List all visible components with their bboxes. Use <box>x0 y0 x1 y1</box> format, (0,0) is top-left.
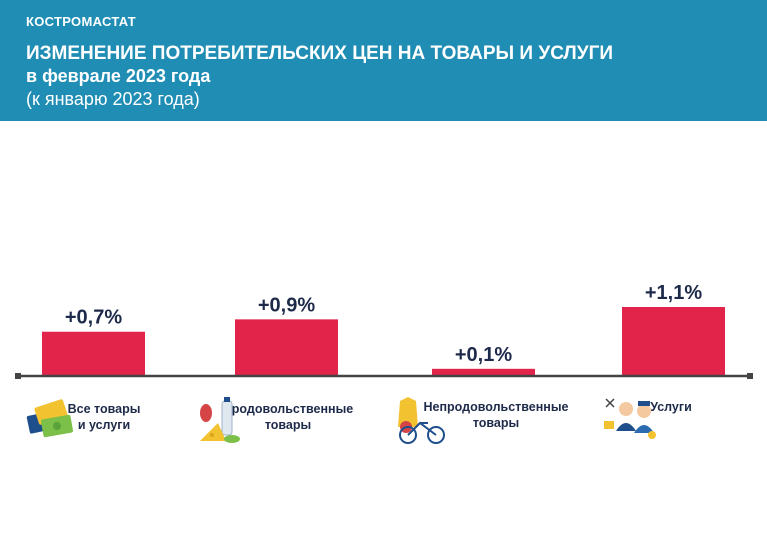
category-label: Все товары и услуги <box>68 402 141 432</box>
bar <box>622 307 725 375</box>
axis-end-right <box>747 373 753 379</box>
org-name: КОСТРОМАСТАТ <box>26 14 137 29</box>
bar <box>432 368 535 375</box>
clothes-bicycle-icon <box>398 397 445 444</box>
page-subtitle: (к январю 2023 года) <box>26 89 200 109</box>
data-label: +0,7% <box>65 307 122 329</box>
page-title: ИЗМЕНЕНИЕ ПОТРЕБИТЕЛЬСКИХ ЦЕН НА ТОВАРЫ … <box>26 43 614 64</box>
data-label: +0,1% <box>455 344 512 366</box>
services-people-icon <box>604 398 656 439</box>
page-title-period: в феврале 2023 года <box>26 66 211 86</box>
bar <box>42 331 145 375</box>
money-cards-icon <box>26 399 74 438</box>
bar <box>235 319 338 375</box>
category-label: Непродовольственные товары <box>424 400 569 430</box>
data-label: +0,9% <box>258 294 315 316</box>
data-label: +1,1% <box>645 282 702 304</box>
category-label: Продовольственные товары <box>223 402 353 432</box>
axis-end-left <box>15 373 21 379</box>
category-label: Услуги <box>650 400 692 414</box>
bar-chart: +0,7% +0,9% +0,1% +1,1% Все товары и услуги Пр… <box>15 282 753 444</box>
food-products-icon <box>200 397 240 443</box>
header-banner: КОСТРОМАСТАТ ИЗМЕНЕНИЕ ПОТРЕБИТЕЛЬСКИХ Ц… <box>0 0 767 121</box>
